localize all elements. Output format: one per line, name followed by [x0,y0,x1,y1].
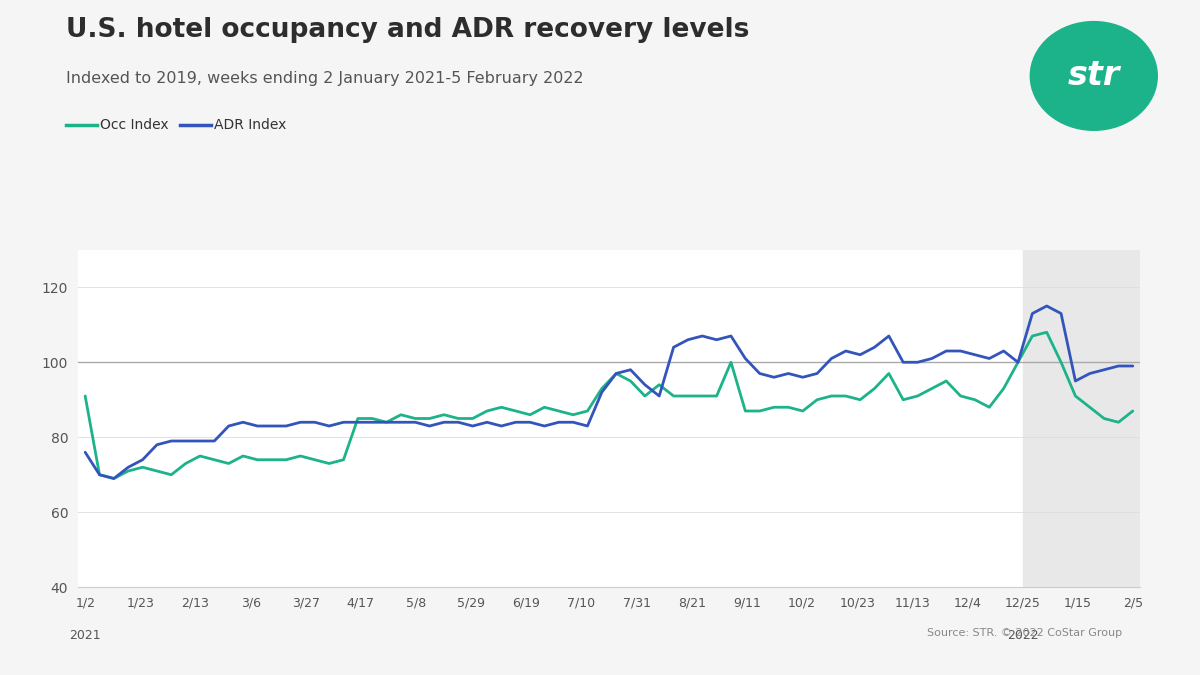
Text: Source: STR. © 2022 CoStar Group: Source: STR. © 2022 CoStar Group [926,628,1122,638]
Text: str: str [1068,59,1120,92]
Text: ADR Index: ADR Index [214,118,286,132]
Text: 2022: 2022 [1007,629,1038,642]
Text: U.S. hotel occupancy and ADR recovery levels: U.S. hotel occupancy and ADR recovery le… [66,17,749,43]
Text: Occ Index: Occ Index [100,118,168,132]
Circle shape [1031,22,1157,130]
Bar [1022,250,1140,587]
Text: 2021: 2021 [70,629,101,642]
Text: Indexed to 2019, weeks ending 2 January 2021-5 February 2022: Indexed to 2019, weeks ending 2 January … [66,71,583,86]
